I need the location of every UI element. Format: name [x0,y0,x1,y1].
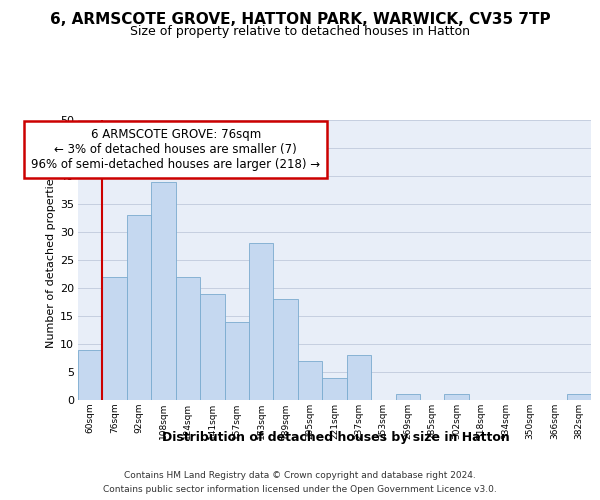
Bar [298,361,322,400]
Text: Contains HM Land Registry data © Crown copyright and database right 2024.: Contains HM Land Registry data © Crown c… [124,470,476,480]
Bar [127,215,151,400]
Bar [78,350,103,400]
Bar [151,182,176,400]
Text: Distribution of detached houses by size in Hatton: Distribution of detached houses by size … [162,431,510,444]
Bar [103,277,127,400]
Bar [566,394,591,400]
Text: Size of property relative to detached houses in Hatton: Size of property relative to detached ho… [130,25,470,38]
Bar [200,294,224,400]
Text: Contains public sector information licensed under the Open Government Licence v3: Contains public sector information licen… [103,484,497,494]
Y-axis label: Number of detached properties: Number of detached properties [46,172,56,348]
Bar [322,378,347,400]
Text: 6 ARMSCOTE GROVE: 76sqm
← 3% of detached houses are smaller (7)
96% of semi-deta: 6 ARMSCOTE GROVE: 76sqm ← 3% of detached… [31,128,320,172]
Bar [395,394,420,400]
Bar [445,394,469,400]
Bar [274,299,298,400]
Text: 6, ARMSCOTE GROVE, HATTON PARK, WARWICK, CV35 7TP: 6, ARMSCOTE GROVE, HATTON PARK, WARWICK,… [50,12,550,28]
Bar [347,355,371,400]
Bar [224,322,249,400]
Bar [176,277,200,400]
Bar [249,243,274,400]
